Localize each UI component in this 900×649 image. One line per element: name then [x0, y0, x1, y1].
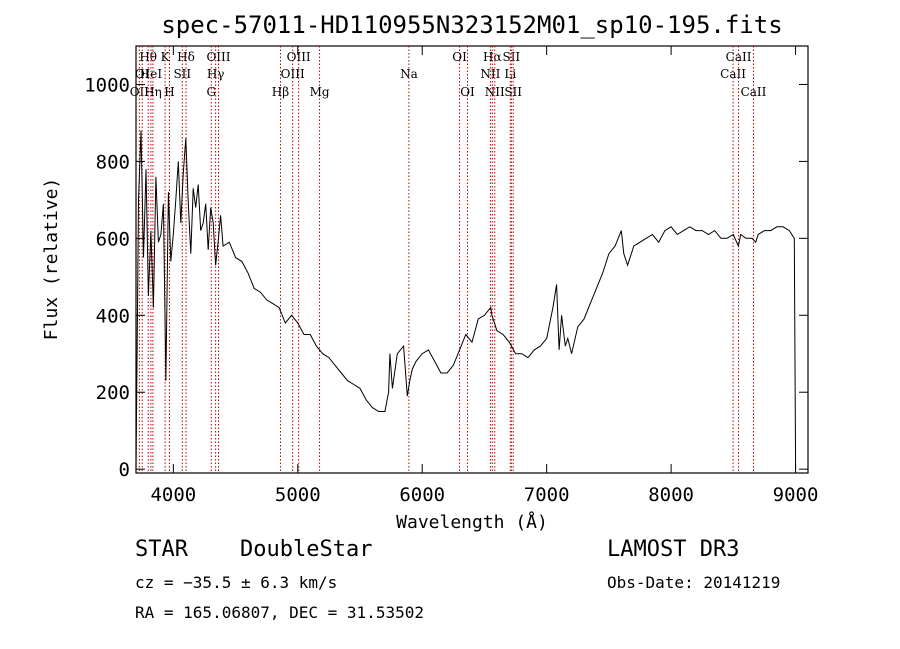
spectral-line-label: OI	[135, 67, 150, 81]
spectral-line-label: Hα	[483, 50, 502, 64]
x-tick-label: 7000	[524, 484, 570, 506]
flux-series-line	[135, 130, 797, 470]
spectral-line-label: OIII	[287, 50, 311, 64]
spectral-line-label: SII	[502, 50, 520, 64]
spectral-line-label: Hη	[144, 85, 162, 99]
y-tick-label: 600	[96, 228, 130, 250]
chart-title: spec-57011-HD110955N323152M01_sp10-195.f…	[161, 11, 782, 39]
spectral-line-label: OIII	[206, 50, 230, 64]
spectral-line-label: K	[161, 50, 171, 64]
y-tick-label: 0	[119, 459, 130, 481]
plot-frame	[135, 45, 809, 474]
spectral-line-label: OI	[452, 50, 467, 64]
y-tick-label: 1000	[84, 74, 130, 96]
redshift-value: cz = −35.5 ± 6.3 km/s	[135, 573, 338, 592]
spectral-line-label: Li	[504, 67, 516, 81]
coordinates: RA = 165.06807, DEC = 31.53502	[135, 603, 424, 622]
x-tick-label: 6000	[399, 484, 445, 506]
spectral-line-label: CaII	[720, 67, 746, 81]
spectral-line-label: HeI	[140, 67, 163, 81]
x-tick-label: 5000	[275, 484, 321, 506]
axis-ticks: 4000 5000 6000 7000 8000 9000 0 200 400 600 800 100…	[84, 46, 818, 506]
spectral-line-label: Hθ	[139, 50, 157, 64]
spectral-line-label: SII	[504, 85, 522, 99]
y-axis-label: Flux (relative)	[41, 178, 62, 341]
observation-date: Obs-Date: 20141219	[607, 573, 781, 592]
y-tick-label: 200	[96, 382, 130, 404]
spectral-line-label: Hδ	[177, 50, 195, 64]
x-tick-label: 4000	[150, 484, 196, 506]
spectral-line-label: NII	[485, 85, 505, 99]
survey-name: LAMOST DR3	[607, 537, 740, 562]
spectral-line-label: OI	[460, 85, 475, 99]
spectral-line-label: CaII	[726, 50, 752, 64]
spectral-line-label: NII	[480, 67, 500, 81]
spectral-line-label: H	[164, 85, 174, 99]
spectral-line-label: Hβ	[272, 85, 289, 99]
x-tick-label: 9000	[773, 484, 819, 506]
y-tick-label: 400	[96, 305, 130, 327]
spectral-line-label: CaII	[741, 85, 767, 99]
x-tick-label: 8000	[648, 484, 694, 506]
spectral-line-label: Mg	[310, 85, 330, 99]
spectral-line-markers: OII OI Hθ HeI Hη K H SII Hδ G Hγ OIII Hβ OIII OIII Mg Na…	[130, 46, 767, 473]
y-tick-label: 800	[96, 151, 130, 173]
object-class: STAR	[135, 537, 188, 562]
spectral-line-label: G	[206, 85, 216, 99]
spectral-line-label: SII	[173, 67, 191, 81]
spectral-line-label: OIII	[281, 67, 305, 81]
x-axis-label: Wavelength (Å)	[396, 511, 548, 533]
object-subclass: DoubleStar	[240, 537, 373, 562]
spectral-line-label: OII	[130, 85, 150, 99]
spectral-line-label: Hγ	[207, 67, 225, 81]
spectral-line-label: Na	[400, 67, 418, 81]
